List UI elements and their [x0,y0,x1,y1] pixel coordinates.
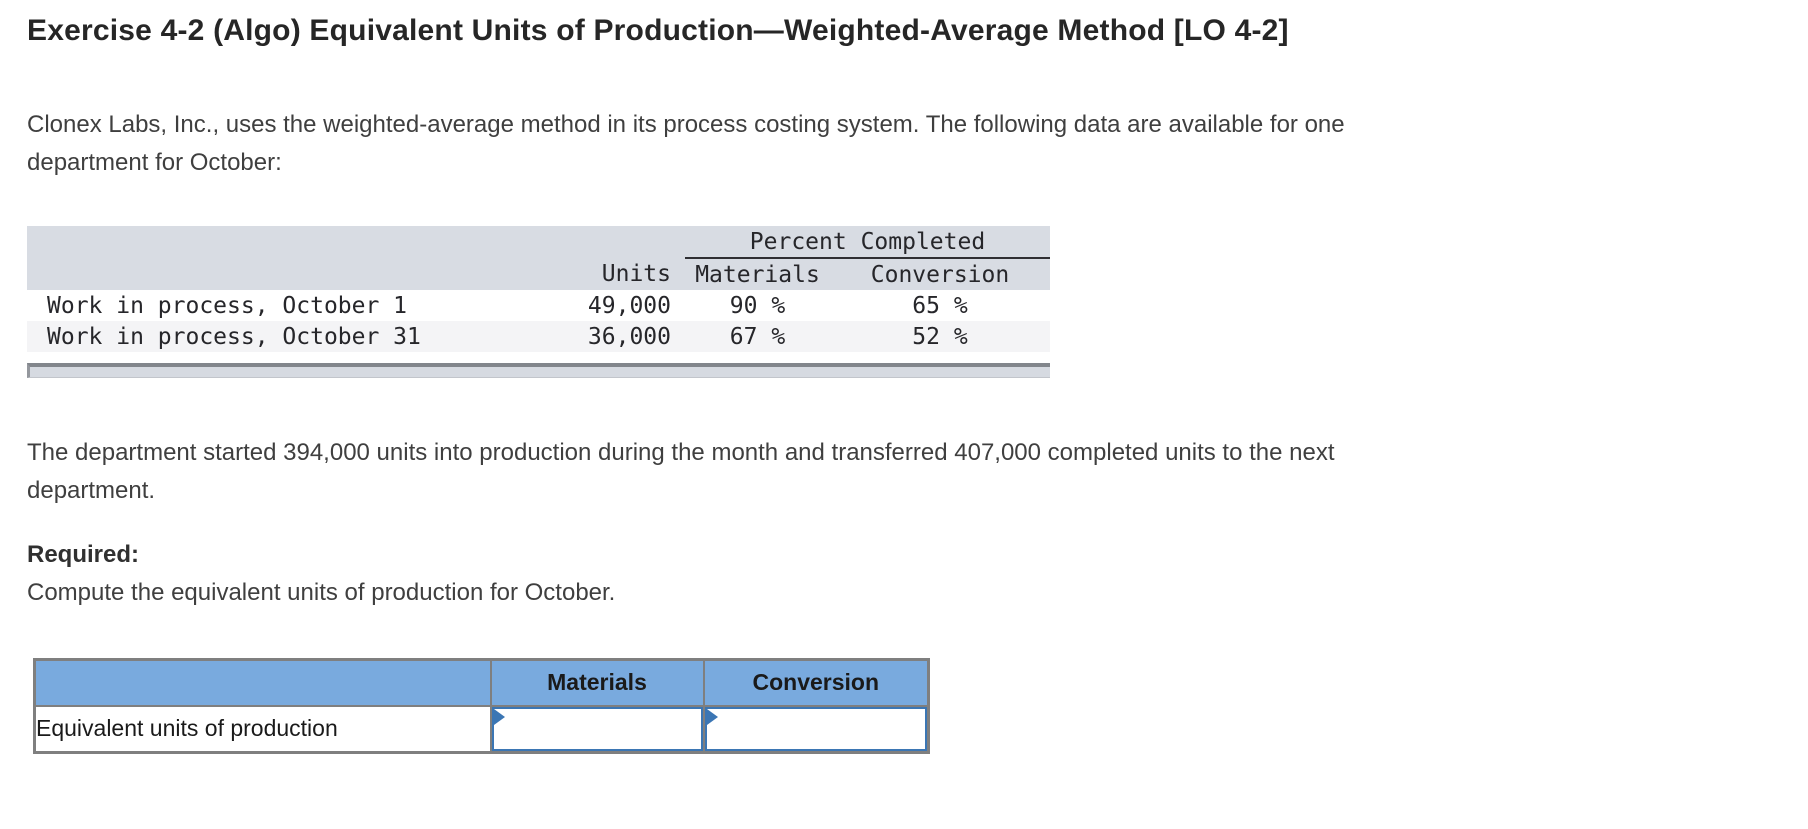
materials-percent-value: 67 % [685,321,830,352]
horizontal-scrollbar[interactable] [27,363,1050,378]
answer-header-row: Materials Conversion [33,658,930,707]
units-column-header: Units [560,258,685,290]
table-row: Work in process, October 1 49,000 90 % 6… [27,290,1050,321]
row-label: Work in process, October 31 [27,321,560,352]
materials-input[interactable] [491,706,703,751]
conversion-input-cell [702,704,930,753]
input-flag-icon [493,708,505,725]
intro-line-1: Clonex Labs, Inc., uses the weighted-ave… [27,111,1345,138]
answer-row: Equivalent units of production [33,704,930,753]
group-header-row: Percent Completed [27,226,1050,259]
production-line-2: department. [27,477,156,504]
conversion-column-header: Conversion [830,258,1050,290]
exercise-page: Exercise 4-2 (Algo) Equivalent Units of … [0,12,1808,754]
percent-completed-header: Percent Completed [685,226,1050,259]
units-value: 36,000 [560,321,685,352]
required-text: Compute the equivalent units of producti… [27,579,616,606]
intro-paragraph: Clonex Labs, Inc., uses the weighted-ave… [27,106,1808,182]
answer-table: Materials Conversion Equivalent units of… [33,658,930,754]
group-header-spacer [27,226,685,258]
page-title: Exercise 4-2 (Algo) Equivalent Units of … [27,14,1289,47]
table-row: Work in process, October 31 36,000 67 % … [27,321,1050,352]
answer-materials-header: Materials [489,658,705,707]
column-header-row: Units Materials Conversion [27,258,1050,290]
conversion-input[interactable] [704,706,927,751]
conversion-percent-value: 52 % [830,321,1050,352]
answer-row-label: Equivalent units of production [33,704,492,753]
answer-header-spacer [33,658,492,707]
conversion-percent-value: 65 % [830,290,1050,321]
materials-column-header: Materials [685,258,830,290]
answer-conversion-header: Conversion [702,658,930,707]
materials-percent-value: 90 % [685,290,830,321]
production-paragraph: The department started 394,000 units int… [27,434,1808,510]
given-data-table-container: Percent Completed Units Materials Conver… [27,226,1050,378]
intro-line-2: department for October: [27,149,282,176]
required-section: Required: Compute the equivalent units o… [27,536,1808,612]
input-flag-icon [706,708,718,725]
required-label: Required: [27,541,140,568]
wip-data-table: Percent Completed Units Materials Conver… [27,226,1050,352]
units-value: 49,000 [560,290,685,321]
row-label: Work in process, October 1 [27,290,560,321]
label-column-header [27,258,560,290]
materials-input-cell [489,704,705,753]
production-line-1: The department started 394,000 units int… [27,439,1335,466]
